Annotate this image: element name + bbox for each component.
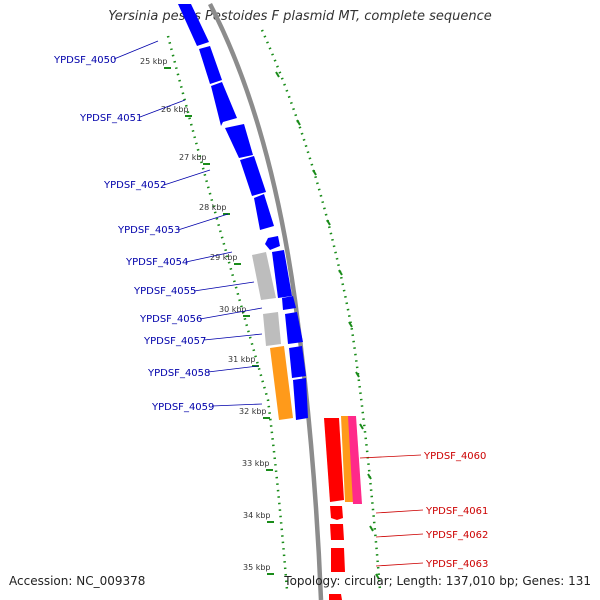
label-leader-line	[199, 307, 263, 320]
kbp-tick-label: 35 kbp	[243, 563, 271, 572]
gene-block-grey	[252, 252, 276, 300]
kbp-tick-label: 25 kbp	[140, 57, 168, 66]
gene-arrow-plus	[178, 4, 209, 46]
kbp-tick-label: 31 kbp	[228, 355, 256, 364]
label-leader-line	[375, 533, 424, 538]
gene-arrow-minus	[324, 418, 344, 502]
label-leader-line	[193, 281, 255, 292]
outer-tick-mark	[348, 321, 353, 328]
backbone-ring	[208, 2, 324, 600]
label-leader-line	[207, 365, 259, 373]
gene-arrow-minus	[330, 506, 343, 520]
kbp-tick-label: 33 kbp	[242, 459, 270, 468]
gene-label-ypdsf_4056: YPDSF_4056	[139, 314, 202, 325]
outer-tick-mark	[312, 169, 317, 176]
kbp-tick-label: 32 kbp	[239, 407, 267, 416]
gene-arrow-plus	[289, 346, 306, 378]
label-leader-line	[163, 169, 211, 186]
label-leader-line	[211, 403, 263, 407]
gene-arrow-plus	[240, 156, 266, 196]
kbp-tick-label: 34 kbp	[243, 511, 271, 520]
label-leader-line	[113, 40, 159, 60]
kbp-tick-label: 28 kbp	[199, 203, 227, 212]
gene-label-ypdsf_4054: YPDSF_4054	[125, 257, 188, 268]
gene-arrow-plus	[285, 312, 303, 344]
outer-tick-mark	[326, 219, 331, 226]
inner-dotted-ring	[166, 35, 289, 591]
map-title: Yersinia pestis Pestoides F plasmid MT, …	[108, 9, 492, 24]
gene-arrow-plus	[293, 378, 308, 420]
gene-label-ypdsf_4050: YPDSF_4050	[53, 55, 116, 66]
gene-arrow-plus	[211, 82, 237, 126]
gene-arrow-plus	[265, 236, 280, 250]
gene-arrow-plus	[254, 194, 274, 230]
label-leader-line	[375, 562, 424, 567]
gene-arrow-plus	[272, 250, 292, 298]
outer-tick-mark	[275, 71, 280, 78]
label-leader-line	[375, 509, 424, 514]
gene-block-pink	[348, 416, 362, 504]
label-leader-line	[203, 333, 263, 341]
gene-label-ypdsf_4063: YPDSF_4063	[425, 559, 488, 570]
gene-label-ypdsf_4053: YPDSF_4053	[117, 225, 180, 236]
gene-label-ypdsf_4057: YPDSF_4057	[143, 336, 206, 347]
gene-arrow-plus	[225, 124, 253, 158]
outer-tick-mark	[296, 119, 301, 126]
label-leader-line	[139, 99, 186, 118]
outer-tick-mark	[359, 423, 364, 430]
gene-label-ypdsf_4061: YPDSF_4061	[425, 506, 488, 517]
gene-arrow-plus	[199, 46, 222, 84]
outer-tick-mark	[369, 525, 374, 532]
outer-tick-mark	[355, 371, 360, 378]
gene-arrow-plus	[282, 296, 296, 310]
gene-label-ypdsf_4058: YPDSF_4058	[147, 368, 210, 379]
kbp-tick-label: 27 kbp	[179, 153, 207, 162]
gene-label-ypdsf_4051: YPDSF_4051	[79, 113, 142, 124]
label-leader-line	[185, 251, 233, 263]
outer-tick-mark	[367, 473, 372, 480]
kbp-tick-label: 30 kbp	[219, 305, 247, 314]
label-leader-line	[359, 454, 422, 459]
kbp-ticks: 25 kbp 26 kbp 27 kbp 28 kbp 29 kbp 30 kbp 31 k…	[140, 57, 380, 580]
kbp-tick-label: 26 kbp	[161, 105, 189, 114]
gene-arrow-minus	[329, 594, 342, 600]
gene-label-ypdsf_4062: YPDSF_4062	[425, 530, 488, 541]
label-leader-line	[177, 213, 229, 231]
outer-tick-mark	[375, 573, 380, 580]
gene-label-ypdsf_4059: YPDSF_4059	[151, 402, 214, 413]
gene-block-orange	[270, 346, 293, 420]
gene-arrow-minus	[331, 548, 345, 572]
gene-block-grey	[263, 312, 281, 346]
gene-label-ypdsf_4055: YPDSF_4055	[133, 286, 196, 297]
gene-label-ypdsf_4060: YPDSF_4060	[423, 451, 486, 462]
outer-tick-mark	[338, 269, 343, 276]
gene-labels: YPDSF_4050 YPDSF_4051 YPDSF_4052 YPDSF_4053…	[53, 40, 488, 570]
gene-features	[178, 4, 362, 600]
accession-label: Accession: NC_009378	[9, 574, 146, 588]
kbp-tick-label: 29 kbp	[210, 253, 238, 262]
gene-arrow-minus	[330, 524, 344, 540]
map-summary: Topology: circular; Length: 137,010 bp; …	[284, 574, 591, 588]
outer-dotted-ring	[260, 29, 382, 591]
gene-label-ypdsf_4052: YPDSF_4052	[103, 180, 166, 191]
